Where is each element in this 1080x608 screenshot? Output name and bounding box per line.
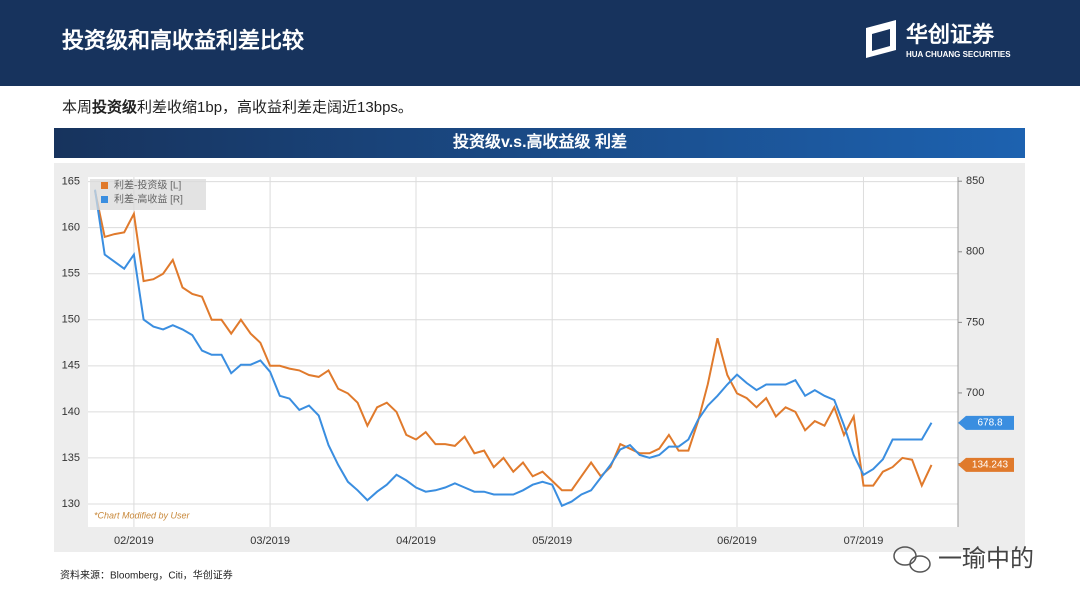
legend-label: 利差-投资级 [L]	[114, 179, 181, 192]
y-tick-label: 165	[62, 176, 80, 188]
y2-tick-label: 850	[966, 175, 984, 187]
legend-swatch	[101, 182, 108, 189]
x-tick-label: 02/2019	[114, 535, 154, 547]
watermark: 一瑜中的	[938, 545, 1034, 572]
y2-tick-label: 750	[966, 316, 984, 328]
summary: 本周投资级利差收缩1bp，高收益利差走阔近13bps。	[62, 98, 413, 116]
summary-text: 本周	[62, 99, 92, 116]
plot-area	[88, 177, 958, 527]
y-tick-label: 155	[62, 268, 80, 280]
y2-tick-label: 800	[966, 246, 984, 258]
x-tick-label: 05/2019	[532, 535, 572, 547]
x-tick-label: 03/2019	[250, 535, 290, 547]
page-title: 投资级和高收益利差比较	[62, 28, 304, 53]
series-line	[94, 189, 933, 508]
x-tick-label: 07/2019	[844, 535, 884, 547]
logo-text: 华创证券	[906, 22, 995, 47]
x-tick-label: 06/2019	[717, 535, 757, 547]
y-tick-label: 140	[62, 406, 80, 418]
series-line	[94, 190, 933, 492]
y-tick-label: 150	[62, 314, 80, 326]
logo-subtext: HUA CHUANG SECURITIES	[906, 50, 1011, 59]
source: 资料来源：Bloomberg，Citi，华创证券	[60, 569, 233, 582]
legend-box	[90, 179, 206, 210]
end-tag	[958, 415, 1014, 430]
summary-bold: 投资级	[92, 98, 138, 116]
x-tick-label: 04/2019	[396, 535, 436, 547]
chart-title: 投资级v.s.高收益级 利差	[453, 132, 627, 151]
annotation: *Chart Modified by User	[94, 510, 191, 520]
end-label: 134.243	[972, 460, 1009, 471]
chart-banner	[54, 128, 1025, 158]
y-tick-label: 145	[62, 360, 80, 372]
y-tick-label: 160	[62, 222, 80, 234]
y-tick-label: 135	[62, 452, 80, 464]
y2-tick-label: 700	[966, 387, 984, 399]
end-tag	[958, 457, 1014, 472]
legend-label: 利差-高收益 [R]	[114, 193, 183, 206]
header-bar	[0, 0, 1080, 86]
logo-icon	[866, 20, 896, 58]
summary-text: 利差收缩1bp，高收益利差走阔近13bps。	[137, 99, 413, 116]
watermark-icon	[893, 546, 931, 573]
end-label: 678.8	[977, 417, 1002, 428]
legend-swatch	[101, 196, 108, 203]
y-tick-label: 130	[62, 498, 80, 510]
